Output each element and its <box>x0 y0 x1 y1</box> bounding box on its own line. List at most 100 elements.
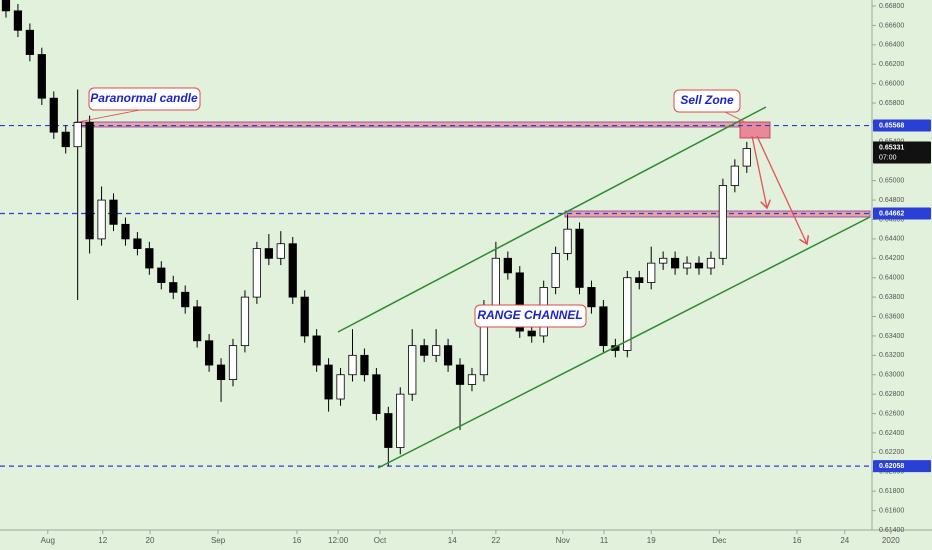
last-price-label: 0.65331 <box>879 144 904 151</box>
y-tick-label: 0.66200 <box>879 61 904 68</box>
y-tick-label: 0.61800 <box>879 488 904 495</box>
x-tick-label: 22 <box>491 536 500 545</box>
candle-body <box>647 262 656 283</box>
y-tick-label: 0.62400 <box>879 430 904 437</box>
sell-zone <box>739 121 771 139</box>
candle-body <box>408 345 417 395</box>
x-tick-label: 20 <box>146 536 155 545</box>
x-tick-label: Aug <box>41 536 55 545</box>
level-marker <box>873 207 931 220</box>
candle-body <box>443 345 453 366</box>
candle-body <box>25 29 34 55</box>
callout-line <box>724 111 746 123</box>
y-tick-label: 0.62200 <box>879 449 904 456</box>
y-tick-label: 0.63000 <box>879 372 904 379</box>
resistance-zone <box>74 121 741 128</box>
annotation: RANGE CHANNEL <box>477 308 582 322</box>
x-tick-label: 14 <box>448 536 457 545</box>
candle-body <box>97 199 106 240</box>
y-tick-label: 0.66600 <box>879 22 904 29</box>
support-zone <box>564 210 871 218</box>
y-tick-label: 0.64800 <box>879 197 904 204</box>
level-label: 0.64662 <box>879 210 904 217</box>
x-tick-label: Sep <box>211 536 226 545</box>
candle-body <box>742 148 751 167</box>
x-tick-label: 12 <box>98 536 107 545</box>
x-tick-label: 16 <box>292 536 301 545</box>
annotation-box <box>88 87 201 111</box>
last-price-marker <box>873 141 931 164</box>
candle-body <box>276 243 285 259</box>
price-axis-panel <box>872 0 932 550</box>
candle-body <box>372 374 381 414</box>
arrow <box>756 135 807 244</box>
y-tick-label: 0.66800 <box>879 3 904 10</box>
candle-body <box>682 262 692 269</box>
candle-body <box>181 291 190 308</box>
candle-body <box>348 354 357 376</box>
y-tick-label: 0.63200 <box>879 352 904 359</box>
candle-body <box>169 282 178 293</box>
candle-body <box>336 374 345 400</box>
x-tick-label: Nov <box>556 536 570 545</box>
candle-body <box>694 262 704 269</box>
y-tick-label: 0.63600 <box>879 313 904 320</box>
y-tick-label: 0.64000 <box>879 275 904 282</box>
x-tick-label: Dec <box>712 536 726 545</box>
candle-body <box>706 257 716 269</box>
y-tick-label: 0.66400 <box>879 42 904 49</box>
candle-body <box>193 306 202 342</box>
callout-line <box>77 109 141 123</box>
candle-body <box>228 345 238 380</box>
candle-body <box>264 248 273 259</box>
annotation: Sell Zone <box>680 93 734 107</box>
y-tick-label: 0.61600 <box>879 507 904 514</box>
candle-body <box>13 10 23 31</box>
candle-body <box>145 248 154 269</box>
y-tick-label: 0.64200 <box>879 255 904 262</box>
candle-body <box>491 257 500 308</box>
level-label: 0.65568 <box>879 122 904 129</box>
candle-body <box>635 277 644 283</box>
candle-body <box>61 131 70 148</box>
candle-body <box>121 223 130 240</box>
candle-body <box>252 248 262 298</box>
candle-body <box>503 257 512 274</box>
candle-body <box>73 122 82 148</box>
annotation: Paranormal candle <box>90 91 198 105</box>
candle-body <box>216 364 226 380</box>
candle-body <box>396 393 405 448</box>
y-tick-label: 0.64400 <box>879 236 904 243</box>
levels <box>0 124 872 467</box>
candle-body <box>432 345 441 356</box>
channel-upper <box>337 106 767 333</box>
candle-body <box>49 97 58 133</box>
x-tick-label: 12:00 <box>328 536 349 545</box>
candle-body <box>551 253 560 288</box>
candle-body <box>204 340 214 366</box>
candle-body <box>37 54 46 99</box>
candle-body <box>455 364 465 385</box>
candle-body <box>670 257 680 269</box>
candle-body <box>157 267 166 283</box>
level-marker <box>873 119 931 132</box>
x-tick-label: 16 <box>793 536 802 545</box>
candle-body <box>324 364 333 400</box>
level-marker <box>873 460 931 473</box>
x-tick-label: Oct <box>374 536 387 545</box>
x-tick-label: 19 <box>647 536 656 545</box>
annotation-box <box>673 89 741 113</box>
y-tick-label: 0.66000 <box>879 80 904 87</box>
countdown: 07:00 <box>879 154 897 161</box>
candle-body <box>109 199 118 225</box>
y-tick-label: 0.62600 <box>879 410 904 417</box>
candle-body <box>420 345 429 356</box>
x-tick-label: 24 <box>840 536 849 545</box>
candle-body <box>384 413 393 448</box>
candle-body <box>718 185 728 259</box>
y-tick-label: 0.65800 <box>879 100 904 107</box>
arrow <box>751 135 767 208</box>
